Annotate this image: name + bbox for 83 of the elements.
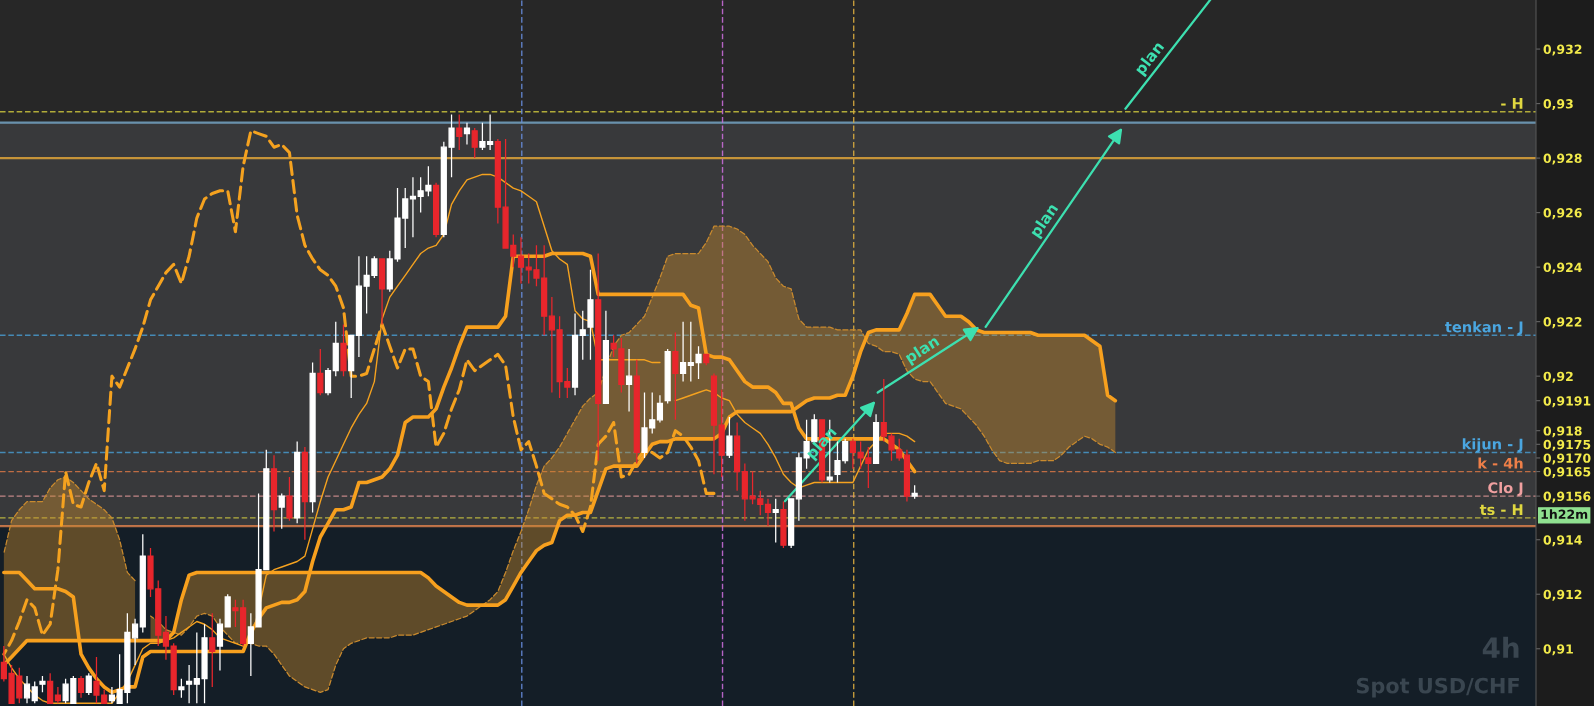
candlestick [672, 331, 679, 421]
candlestick [139, 533, 146, 634]
candlestick [602, 310, 610, 405]
candlestick [178, 678, 185, 699]
candlestick [664, 348, 671, 405]
candlestick [911, 484, 918, 500]
candlestick [734, 421, 741, 492]
candlestick [324, 367, 332, 396]
y-tick-label: 0,93 [1543, 99, 1573, 111]
ref-line-label: k - 4h [1478, 457, 1523, 469]
candlestick [286, 476, 293, 522]
candlestick [270, 454, 278, 533]
candlestick [456, 113, 463, 151]
ref-line-label: - H [1501, 98, 1523, 109]
candlestick [463, 122, 471, 146]
y-tick-label: 0,922 [1543, 317, 1582, 329]
candlestick [309, 361, 316, 514]
ref-line-label: Clo J [1488, 481, 1523, 496]
candlestick [517, 236, 525, 285]
y-tick-label: 0,932 [1543, 44, 1582, 56]
candlestick [633, 359, 640, 465]
candlestick [209, 612, 216, 688]
candlestick [571, 312, 579, 396]
candlestick [54, 686, 61, 704]
y-tick-label: 0,9156 [1543, 491, 1591, 503]
candlestick [471, 127, 478, 159]
candlestick [764, 498, 772, 527]
ref-line-label: ts - H [1479, 504, 1523, 516]
y-tick-label: 0,928 [1543, 153, 1582, 165]
candlestick [224, 593, 231, 628]
candlestick [278, 492, 285, 530]
candlestick [108, 686, 116, 704]
candlestick [294, 440, 301, 524]
candlestick [39, 675, 46, 693]
ref-line-label: tenkan - J [1445, 321, 1523, 336]
y-tick-label: 0,9175 [1543, 439, 1591, 451]
candlestick [317, 348, 324, 396]
y-tick-label: 0,9191 [1543, 396, 1591, 408]
candlestick [85, 672, 92, 696]
candlestick [433, 182, 440, 238]
candlestick [355, 255, 363, 358]
candlestick [47, 672, 54, 704]
candlestick [903, 449, 911, 503]
candlestick [378, 258, 386, 326]
y-tick-label: 0,914 [1543, 535, 1582, 547]
candlestick [31, 680, 38, 704]
candlestick [332, 321, 339, 377]
y-tick-label: 0,91 [1543, 644, 1573, 656]
candlestick [849, 438, 856, 470]
candlestick [625, 348, 633, 413]
ref-line-label: kijun - J [1462, 438, 1523, 453]
candlestick [77, 675, 85, 699]
candlestick [162, 615, 170, 661]
candlestick [579, 310, 586, 361]
candlestick [23, 675, 31, 704]
candlestick [718, 389, 725, 478]
candlestick [703, 353, 710, 366]
y-tick-label: 0,9165 [1543, 467, 1591, 479]
candlestick [710, 372, 718, 475]
candlestick [595, 252, 602, 462]
candlestick [131, 618, 139, 666]
text: 1h22m [1541, 509, 1588, 519]
candlestick [872, 413, 880, 465]
candlestick [788, 498, 795, 549]
candlestick [186, 664, 193, 704]
y-tick-label: 0,926 [1543, 208, 1582, 220]
candlestick [409, 176, 417, 238]
y-tick-label: 0,918 [1543, 426, 1582, 438]
candlestick [216, 618, 224, 672]
candlestick [301, 446, 308, 541]
candlestick [340, 323, 347, 377]
y-tick-label: 0,924 [1543, 262, 1582, 274]
candlestick [656, 394, 664, 424]
y-tick-label: 0,912 [1543, 589, 1582, 601]
y-tick-label: 0,92 [1543, 371, 1573, 383]
y-tick-label: 0,9170 [1543, 453, 1591, 465]
candlestick [170, 642, 177, 696]
candlestick [772, 498, 779, 544]
candlestick [726, 416, 733, 459]
candlestick [680, 321, 687, 383]
candlestick [587, 269, 594, 361]
candlestick [348, 334, 355, 399]
candlestick [780, 500, 787, 549]
